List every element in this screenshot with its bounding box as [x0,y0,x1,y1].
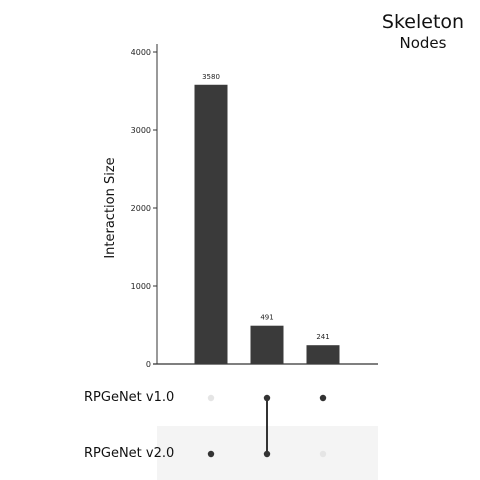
y-axis-label: Interaction Size [103,157,118,258]
matrix-dot-active [263,450,271,458]
matrix-dot-inactive [319,450,327,458]
bar-value-label: 491 [260,314,273,322]
y-tick-label: 2000 [131,204,151,213]
bar-3 [306,345,340,364]
bar-1 [194,84,228,364]
matrix-dot-active [207,450,215,458]
y-axis: 0 1000 2000 3000 4000 [131,44,378,369]
bar-value-label: 241 [316,333,329,341]
bar-value-label: 3580 [202,73,220,81]
matrix-dot-active [263,394,271,402]
bars-group: 3580 491 241 [194,73,340,364]
set-label: RPGeNet v1.0 [84,390,175,405]
chart-title: Skeleton [381,11,465,33]
y-tick-label: 4000 [131,48,151,57]
matrix-dot-inactive [207,394,215,402]
matrix-dot-active [319,394,327,402]
membership-matrix [207,394,327,458]
y-tick-label: 0 [146,360,151,369]
chart-subtitle: Nodes [399,34,447,52]
bar-2 [250,325,284,364]
y-tick-label: 1000 [131,282,151,291]
y-tick-label: 3000 [131,126,151,135]
set-label: RPGeNet v2.0 [84,446,175,461]
